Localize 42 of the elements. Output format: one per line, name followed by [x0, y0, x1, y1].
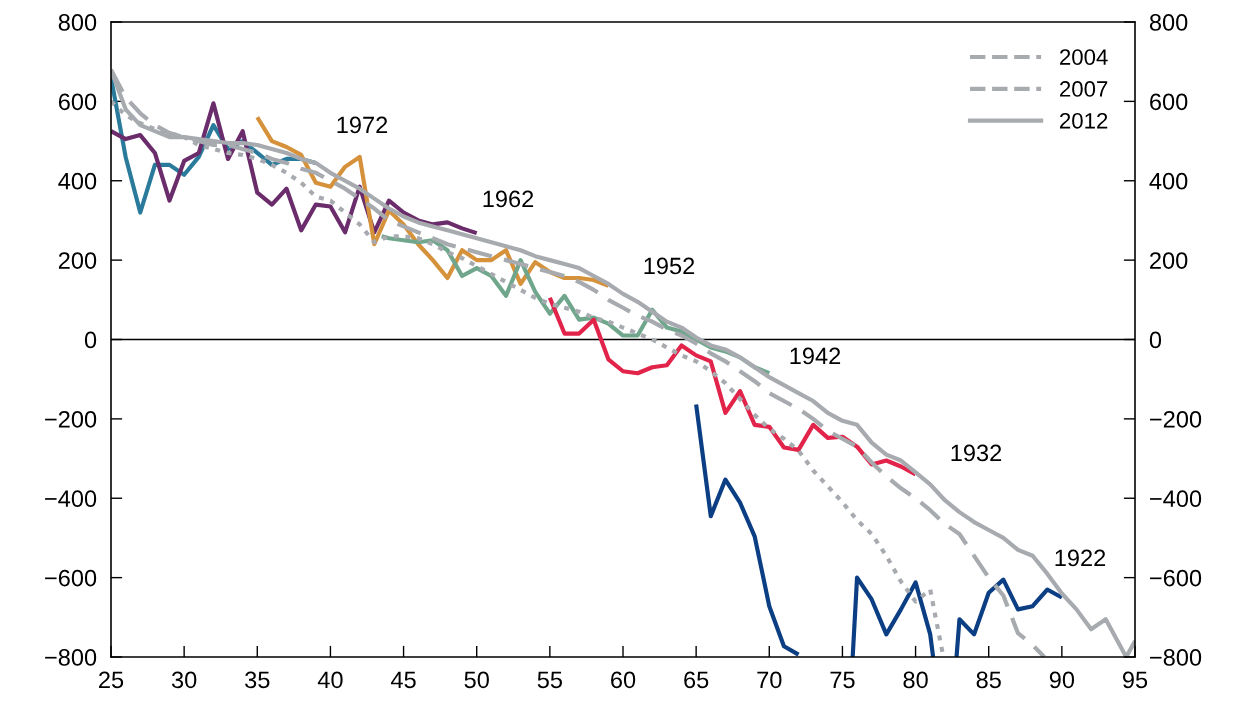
x-tick-label: 60 — [611, 671, 636, 689]
y-tick-label: 400 — [58, 172, 97, 190]
annotation: 1942 — [790, 347, 841, 365]
y2-tick-label: 600 — [1150, 93, 1188, 111]
x-tick-label: 25 — [99, 671, 124, 689]
y-tick-label: −400 — [45, 490, 97, 508]
y2-tick-label: 400 — [1149, 172, 1188, 190]
legend-label: 2007 — [1060, 81, 1108, 97]
x-tick-label: 85 — [976, 671, 1001, 689]
x-tick-label: 45 — [390, 671, 416, 689]
y-tick-label: 0 — [84, 331, 97, 349]
y-tick-label: 200 — [58, 252, 97, 269]
y2-tick-label: 800 — [1149, 14, 1188, 31]
y2-tick-label: 200 — [1150, 252, 1188, 269]
legend-label: 2004 — [1060, 49, 1108, 65]
x-tick-label: 30 — [171, 671, 197, 689]
y-tick-label: −200 — [45, 410, 97, 428]
y-tick-label: 600 — [58, 93, 97, 111]
y-tick-label: 800 — [58, 14, 97, 31]
x-tick-label: 35 — [245, 671, 270, 689]
y2-tick-label: −400 — [1150, 490, 1202, 508]
y2-tick-label: 0 — [1149, 331, 1162, 349]
x-tick-label: 55 — [537, 671, 562, 689]
annotation: 1952 — [644, 257, 695, 275]
x-tick-label: 75 — [830, 671, 855, 689]
x-tick-label: 95 — [1122, 671, 1148, 689]
y2-tick-label: −600 — [1150, 569, 1202, 587]
x-tick-label: 40 — [317, 671, 343, 689]
x-tick-label: 70 — [757, 671, 782, 689]
legend-label: 2012 — [1060, 112, 1108, 129]
y-tick-label: −600 — [45, 569, 97, 587]
annotation: 1962 — [483, 190, 534, 208]
x-tick-label: 90 — [1049, 671, 1075, 689]
annotation: 1972 — [337, 116, 388, 134]
y-tick-label: −800 — [45, 649, 97, 666]
x-tick-label: 50 — [464, 671, 489, 689]
annotation: 1932 — [951, 444, 1002, 462]
x-tick-label: 65 — [684, 671, 709, 689]
x-tick-label: 80 — [903, 671, 928, 689]
y2-tick-label: −200 — [1150, 410, 1202, 428]
annotation: 1922 — [1055, 549, 1106, 567]
y2-tick-label: −800 — [1150, 649, 1202, 666]
